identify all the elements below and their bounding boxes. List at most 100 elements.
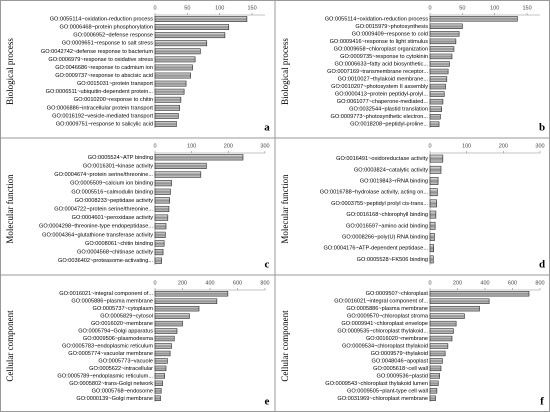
x-tick-label: 100 xyxy=(215,5,224,11)
x-tick-label: 400 xyxy=(480,280,489,286)
bar xyxy=(429,350,446,357)
bar xyxy=(429,328,454,334)
x-tick-label: 800 xyxy=(535,280,544,286)
bar xyxy=(429,395,436,401)
bar xyxy=(429,38,457,45)
bar xyxy=(429,210,437,219)
y-tick-label: GO:0006633~fatty acid biosynthetic... xyxy=(335,61,429,67)
y-tick-label: GO:0004176~ATP-dependent peptidase... xyxy=(323,246,428,252)
bar xyxy=(154,113,179,119)
bar xyxy=(154,343,172,349)
y-tick-label: GO:0016597~amino acid binding xyxy=(346,223,428,229)
bar xyxy=(154,380,163,387)
bar xyxy=(429,188,438,197)
bar xyxy=(429,177,439,185)
x-tick-label: 600 xyxy=(233,280,242,286)
bar xyxy=(429,83,446,90)
y-tick-label: GO:0005886~plasma membrane xyxy=(346,306,428,312)
y-tick-label: GO:0016020~membrane xyxy=(91,321,153,327)
bar xyxy=(429,291,530,297)
bar xyxy=(154,40,208,47)
y-tick-label: GO:0016192~vesicle-mediated transport xyxy=(52,113,153,119)
bar xyxy=(154,291,229,297)
axis-title: Cellular component xyxy=(5,310,15,382)
bar xyxy=(429,320,457,327)
y-tick-label: GO:0005886~plasma membrane xyxy=(71,299,153,305)
bar xyxy=(154,249,164,256)
y-tick-label: GO:0015979~photosynthesis xyxy=(355,24,428,30)
bar xyxy=(154,388,162,394)
y-tick-label: GO:0008266~poly(U) RNA binding xyxy=(342,234,428,240)
bar xyxy=(429,23,463,30)
y-tick-label: GO:0005773~vacuole xyxy=(98,358,153,364)
y-tick-label: GO:0009536~plastid xyxy=(377,373,428,379)
bar xyxy=(154,350,171,357)
y-tick-label: GO:0032544~plastid translation xyxy=(349,107,428,113)
bar xyxy=(154,395,161,401)
y-tick-label: GO:0006886~intracellular protein transpo… xyxy=(47,105,154,111)
panel-label: d xyxy=(539,259,545,271)
y-tick-label: GO:0019843~rRNA binding xyxy=(360,178,428,184)
bar xyxy=(154,80,187,87)
x-tick-label: 0 xyxy=(428,280,431,286)
x-tick-label: 200 xyxy=(499,143,508,149)
y-tick-label: GO:0003824~catalytic activity xyxy=(354,167,428,173)
y-tick-label: GO:0009409~response to cold xyxy=(352,31,428,37)
y-tick-label: GO:0031969~chloroplast membrane xyxy=(337,396,428,402)
bar xyxy=(429,255,434,264)
x-tick-label: 100 xyxy=(462,143,471,149)
y-tick-label: GO:0004601~peroxidase activity xyxy=(72,215,154,221)
bar xyxy=(429,91,445,97)
bar xyxy=(154,171,202,178)
bar xyxy=(154,365,167,372)
x-tick-label: 100 xyxy=(187,143,196,149)
x-tick-label: 200 xyxy=(178,280,187,286)
bar xyxy=(154,188,171,195)
bar xyxy=(154,223,167,230)
y-tick-label: GO:0005794~Golgi apparatus xyxy=(78,329,153,335)
x-tick-label: 0 xyxy=(428,143,431,149)
bar xyxy=(429,335,453,342)
bar xyxy=(154,205,170,213)
x-tick-label: 0 xyxy=(153,5,156,11)
bar xyxy=(429,16,518,22)
bar xyxy=(154,240,165,247)
bar xyxy=(154,121,177,127)
y-tick-label: GO:0016301~kinase activity xyxy=(83,163,153,169)
bar xyxy=(154,24,230,30)
bar xyxy=(429,61,450,67)
y-tick-label: GO:0016021~integral component of... xyxy=(59,291,153,297)
y-tick-label: GO:0005618~cell wall xyxy=(373,366,428,372)
y-tick-label: GO:0016491~oxidoreductase activity xyxy=(336,156,428,162)
panel: 0 100 200 300 GO:0016491~oxidoreductase acti… xyxy=(280,143,545,270)
x-tick-label: 300 xyxy=(535,143,544,149)
bar xyxy=(429,388,438,394)
bar xyxy=(429,358,443,364)
bar xyxy=(154,231,166,238)
x-tick-label: 150 xyxy=(247,5,256,11)
bar xyxy=(154,257,162,264)
x-tick-label: 200 xyxy=(224,143,233,149)
x-tick-label: 150 xyxy=(522,5,531,11)
bar xyxy=(154,32,226,39)
bar xyxy=(154,16,248,22)
y-tick-label: GO:0005802~trans-Golgi network xyxy=(69,381,153,387)
bar xyxy=(154,335,175,342)
bar xyxy=(154,48,201,55)
bar xyxy=(429,98,444,105)
y-tick-label: GO:0009535~chloroplast thylakoid... xyxy=(337,329,428,335)
y-tick-label: GO:0055114~oxidation-reduction process xyxy=(325,16,428,22)
panel-label: e xyxy=(265,396,270,408)
y-tick-label: GO:0061077~chaperone-mediated... xyxy=(337,99,429,105)
x-tick-label: 100 xyxy=(490,5,499,11)
bar xyxy=(429,121,440,127)
bar xyxy=(154,162,207,169)
y-tick-label: GO:0008061~chitin binding xyxy=(85,241,153,247)
y-tick-label: GO:0009570~chloroplast stroma xyxy=(347,314,429,320)
bar xyxy=(429,165,442,174)
panel: 0 200 400 600 800 GO:0009507~chloroplast GO:00… xyxy=(280,280,545,407)
y-tick-label: GO:0016168~chlorophyll binding xyxy=(346,212,428,218)
bar xyxy=(429,46,455,52)
y-tick-label: GO:0016021~integral component of... xyxy=(334,299,428,305)
